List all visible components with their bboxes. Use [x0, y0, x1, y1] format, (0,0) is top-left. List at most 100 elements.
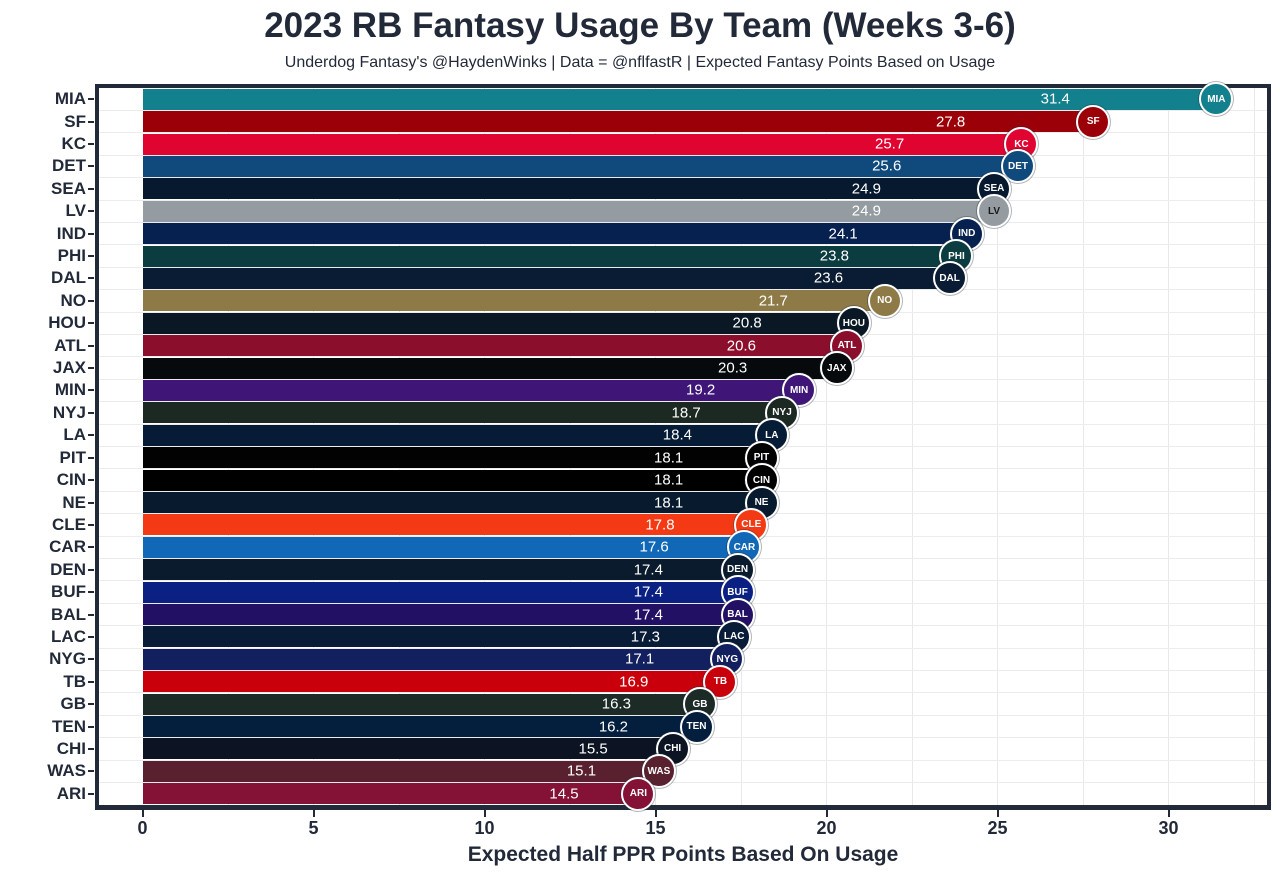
x-tick-label: 10 [474, 818, 495, 838]
y-tick-mark [88, 456, 94, 459]
gridline-horizontal [99, 177, 1267, 179]
y-tick-mark [88, 277, 94, 280]
las-vegas-raiders-logo: LV [977, 194, 1012, 229]
bar-kc: 25.7 [142, 133, 1022, 155]
y-label-cin: CIN [56, 470, 86, 490]
chart-title: 2023 RB Fantasy Usage By Team (Weeks 3-6… [264, 6, 1016, 45]
y-tick-mark [88, 389, 94, 392]
y-tick-mark [88, 523, 94, 526]
y-tick-mark [88, 613, 94, 616]
gridline-horizontal [99, 423, 1267, 425]
y-tick-mark [88, 658, 94, 661]
bar-value-label: 17.4 [633, 561, 663, 579]
bar-value-label: 27.8 [936, 113, 966, 131]
bar-nyj: 18.7 [142, 402, 783, 424]
bar-value-label: 20.6 [726, 337, 756, 355]
bar-la: 18.4 [142, 424, 772, 446]
gridline-horizontal [99, 132, 1267, 134]
y-label-lac: LAC [51, 626, 86, 646]
gridline-horizontal [99, 782, 1267, 784]
x-tick-mark [825, 810, 828, 817]
x-tick-label: 5 [308, 818, 319, 838]
y-tick-mark [88, 299, 94, 302]
plot-panel: 31.4 27.8 25.7 25.6 24.9 24.9 24.1 23.8 23.6 21.7… [95, 82, 1271, 811]
y-tick-mark [88, 591, 94, 594]
bar-was: 15.1 [142, 760, 659, 782]
bar-value-label: 18.7 [671, 404, 701, 422]
gridline-horizontal [99, 109, 1267, 111]
gridline-horizontal [99, 289, 1267, 291]
bar-value-label: 18.1 [654, 471, 684, 489]
gridline-horizontal [99, 647, 1267, 649]
bar-value-label: 25.6 [872, 157, 902, 175]
bar-value-label: 17.4 [633, 583, 663, 601]
bar-ne: 18.1 [142, 492, 762, 514]
gridline-horizontal [99, 378, 1267, 380]
arizona-cardinals-logo: ARI [621, 776, 656, 811]
bar-value-label: 19.2 [686, 381, 716, 399]
x-tick-mark [1167, 810, 1170, 817]
y-tick-mark [88, 546, 94, 549]
y-label-ind: IND [56, 223, 86, 243]
bar-phi: 23.8 [142, 245, 957, 267]
bar-value-label: 16.2 [598, 718, 629, 736]
bar-value-label: 17.8 [645, 516, 675, 534]
bar-buf: 17.4 [142, 581, 738, 603]
y-label-cle: CLE [52, 514, 86, 534]
y-label-min: MIN [54, 380, 86, 400]
y-tick-mark [88, 98, 94, 101]
x-tick-label: 20 [816, 818, 837, 838]
y-label-lv: LV [65, 201, 86, 221]
jacksonville-jaguars-logo: JAX [819, 351, 854, 386]
y-label-nyj: NYJ [52, 402, 86, 422]
bar-value-label: 17.1 [624, 650, 655, 668]
bar-value-label: 20.8 [732, 314, 762, 332]
y-label-la: LA [63, 425, 86, 445]
gridline-horizontal [99, 333, 1267, 335]
bar-nyg: 17.1 [142, 648, 728, 670]
y-label-no: NO [60, 290, 87, 310]
bar-value-label: 14.5 [549, 785, 579, 803]
bar-cin: 18.1 [142, 469, 762, 491]
gridline-horizontal [99, 266, 1267, 268]
y-tick-mark [88, 120, 94, 123]
y-label-nyg: NYG [49, 649, 86, 669]
gridline-horizontal [99, 356, 1267, 358]
y-tick-mark [88, 434, 94, 437]
y-label-sf: SF [64, 111, 86, 131]
y-tick-mark [88, 255, 94, 258]
bar-pit: 18.1 [142, 447, 762, 469]
y-label-mia: MIA [54, 89, 86, 109]
y-tick-mark [88, 747, 94, 750]
gridline-horizontal [99, 513, 1267, 515]
y-label-jax: JAX [52, 358, 86, 378]
bar-value-label: 23.6 [813, 269, 844, 287]
bar-no: 21.7 [142, 290, 885, 312]
y-tick-mark [88, 725, 94, 728]
y-tick-mark [88, 367, 94, 370]
y-label-den: DEN [50, 559, 86, 579]
bar-den: 17.4 [142, 559, 738, 581]
bar-lac: 17.3 [142, 626, 735, 648]
bar-value-label: 20.3 [718, 359, 748, 377]
y-label-chi: CHI [56, 738, 86, 758]
bar-value-label: 16.3 [601, 695, 631, 713]
y-tick-mark [88, 187, 94, 190]
gridline-horizontal [99, 154, 1267, 156]
bar-dal: 23.6 [142, 267, 950, 289]
bar-sea: 24.9 [142, 178, 995, 200]
chart-subtitle: Underdog Fantasy's @HaydenWinks | Data =… [284, 54, 996, 71]
x-tick-label: 0 [137, 818, 148, 838]
gridline-horizontal [99, 558, 1267, 560]
bar-value-label: 18.4 [662, 426, 692, 444]
bar-sf: 27.8 [142, 111, 1094, 133]
bar-value-label: 31.4 [1040, 90, 1070, 108]
y-label-hou: HOU [48, 313, 86, 333]
gridline-horizontal [99, 670, 1267, 672]
gridline-horizontal [99, 580, 1267, 582]
y-tick-mark [88, 143, 94, 146]
gridline-horizontal [99, 625, 1267, 627]
bar-value-label: 24.9 [851, 180, 881, 198]
bar-value-label: 24.1 [828, 225, 858, 243]
